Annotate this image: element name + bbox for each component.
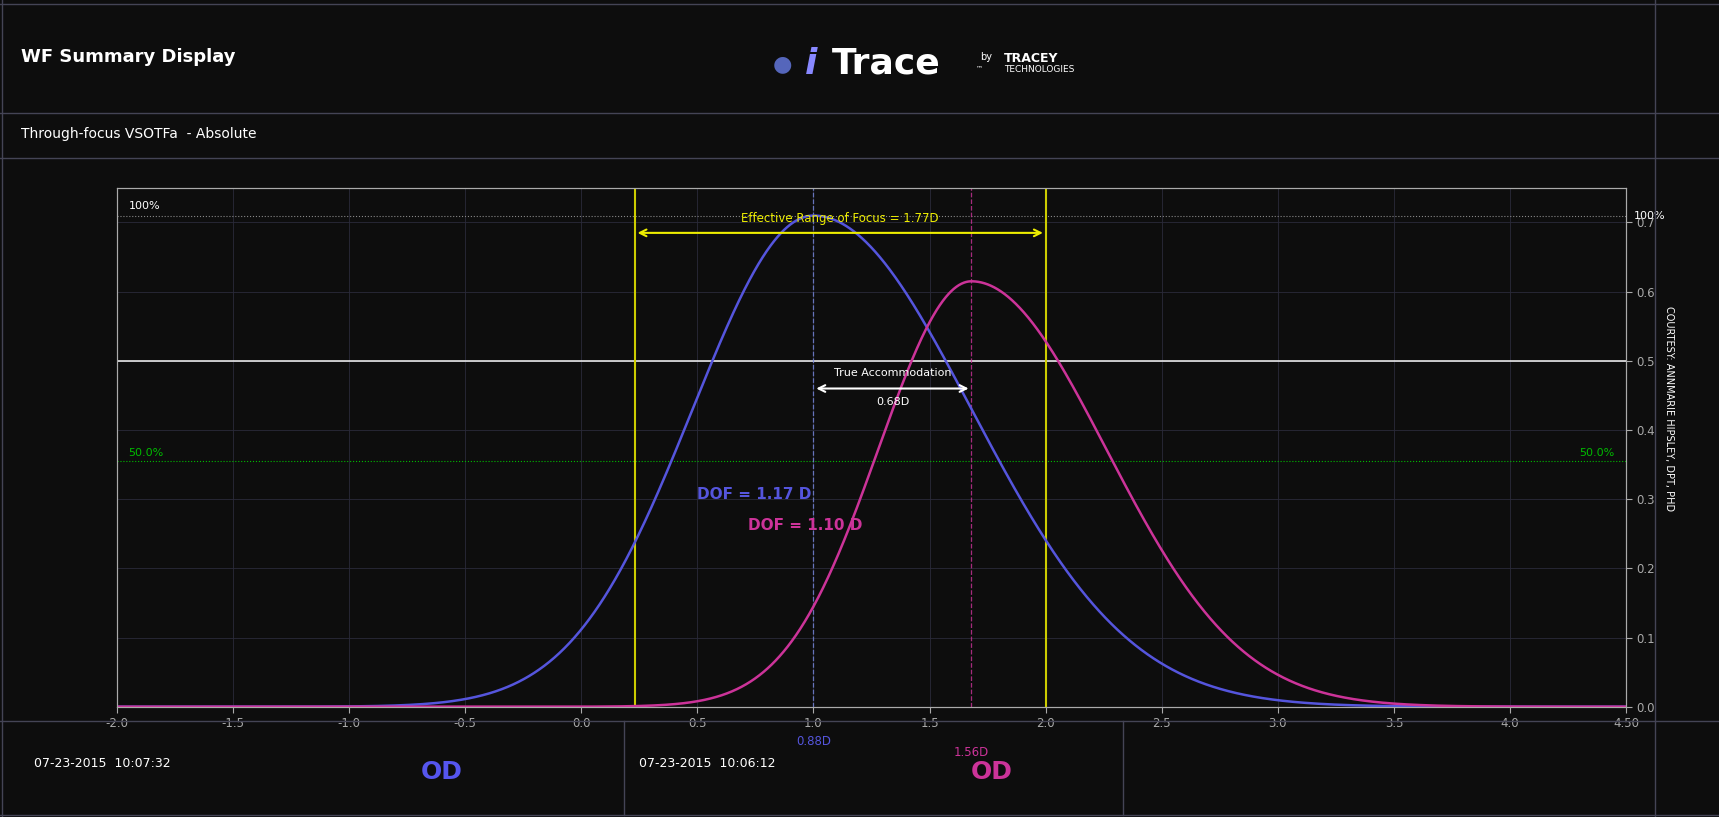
Text: 100%: 100% (1633, 211, 1666, 221)
Text: COURTESY: ANNMARIE HIPSLEY, DPT, PHD: COURTESY: ANNMARIE HIPSLEY, DPT, PHD (1664, 306, 1674, 511)
Text: 0.88D: 0.88D (796, 735, 830, 748)
Text: 0.68D: 0.68D (875, 397, 909, 407)
Text: 07-23-2015  10:07:32: 07-23-2015 10:07:32 (34, 757, 170, 770)
Text: OD: OD (971, 760, 1012, 784)
Text: DOF = 1.10 D: DOF = 1.10 D (748, 518, 863, 534)
Text: 1.56D: 1.56D (954, 746, 988, 759)
Text: 50.0%: 50.0% (1580, 448, 1614, 458)
Text: True Accommodation: True Accommodation (834, 368, 951, 378)
Text: i: i (804, 47, 817, 81)
Text: by: by (980, 52, 992, 62)
Text: WF Summary Display: WF Summary Display (21, 48, 236, 66)
Text: 07-23-2015  10:06:12: 07-23-2015 10:06:12 (639, 757, 775, 770)
Text: Through-focus VSOTFa  - Absolute: Through-focus VSOTFa - Absolute (21, 127, 256, 141)
Text: DOF = 1.17 D: DOF = 1.17 D (698, 487, 811, 502)
Text: 100%: 100% (129, 202, 160, 212)
Text: 50.0%: 50.0% (129, 448, 163, 458)
Text: OD: OD (421, 760, 462, 784)
Text: Trace: Trace (832, 47, 940, 81)
Text: ●: ● (772, 54, 792, 74)
Text: TRACEY: TRACEY (1004, 52, 1059, 65)
Text: TECHNOLOGIES: TECHNOLOGIES (1004, 65, 1074, 74)
Text: ™: ™ (976, 65, 983, 71)
Text: Effective Range of Focus = 1.77D: Effective Range of Focus = 1.77D (741, 212, 939, 225)
